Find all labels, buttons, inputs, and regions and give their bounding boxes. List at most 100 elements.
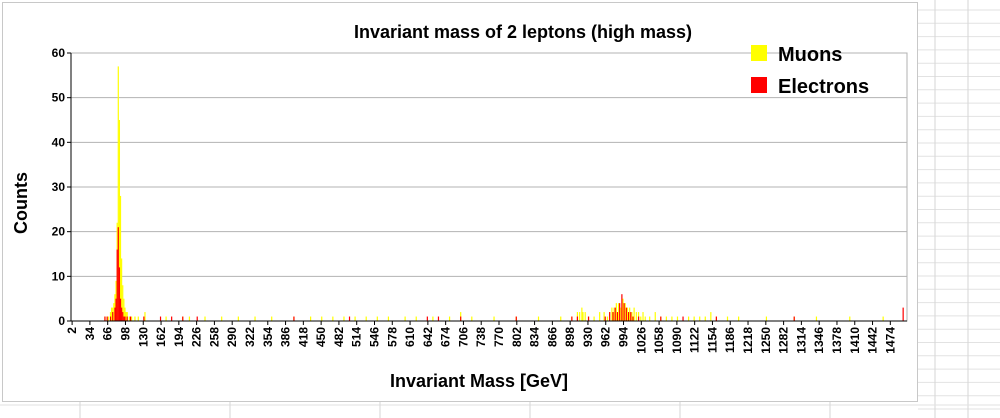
series-muons — [104, 66, 884, 322]
bar-muons — [310, 316, 312, 321]
x-tick-label: 674 — [439, 327, 453, 347]
bar-muons — [593, 316, 595, 321]
bar-muons — [144, 312, 146, 321]
bar-electrons — [614, 307, 616, 321]
x-tick-label: 2 — [65, 327, 79, 334]
bar-muons — [640, 316, 642, 321]
x-tick-label: 1474 — [883, 327, 897, 354]
x-tick-label: 1378 — [830, 327, 844, 354]
y-tick-label: 30 — [52, 180, 66, 194]
x-tick-label: 770 — [492, 327, 506, 347]
x-tick-label: 1154 — [705, 327, 719, 353]
bar-electrons — [609, 312, 611, 321]
bar-muons — [815, 316, 818, 321]
chart-area[interactable]: Invariant mass of 2 leptons (high mass) … — [2, 2, 918, 402]
bar-muons — [606, 316, 609, 321]
bar-electrons — [604, 316, 606, 321]
bar-electrons — [576, 316, 579, 321]
bar-muons — [635, 312, 637, 321]
bar-electrons — [627, 312, 630, 321]
x-tick-label: 450 — [314, 327, 328, 347]
y-axis-title: Counts — [11, 172, 31, 234]
bar-electrons — [129, 316, 132, 321]
bar-muons — [118, 120, 121, 321]
bar-muons — [117, 66, 119, 322]
bar-muons — [271, 316, 273, 321]
x-tick-label: 418 — [296, 327, 310, 347]
bar-electrons — [121, 307, 123, 321]
bar-electrons — [637, 316, 640, 321]
bar-muons — [687, 316, 690, 321]
bar-muons — [649, 316, 651, 321]
x-tick-label: 1090 — [670, 327, 684, 354]
bar-muons — [415, 316, 417, 321]
bar-muons — [617, 303, 620, 321]
bar-electrons — [124, 316, 126, 321]
bar-electrons — [660, 316, 662, 321]
bar-muons — [204, 316, 206, 321]
bar-electrons — [115, 298, 117, 321]
x-tick-label: 66 — [101, 327, 115, 341]
x-tick-label: 258 — [207, 327, 221, 347]
x-tick-label: 482 — [332, 327, 346, 347]
bar-electrons — [104, 316, 106, 321]
bar-muons — [119, 195, 122, 321]
x-tick-label: 706 — [456, 327, 470, 347]
series-electrons — [104, 227, 904, 321]
bar-muons — [332, 316, 334, 321]
x-tick-label: 1186 — [723, 327, 737, 353]
bar-muons — [125, 312, 127, 321]
bar-muons — [365, 316, 367, 321]
x-tick-label: 322 — [243, 327, 257, 347]
x-tick-label: 802 — [510, 327, 524, 347]
bar-muons — [134, 316, 136, 321]
x-tick-label: 1410 — [848, 327, 862, 354]
x-tick-label: 866 — [545, 327, 559, 347]
bar-muons — [354, 316, 356, 321]
bar-muons — [560, 316, 562, 321]
bar-muons — [237, 316, 239, 321]
x-tick-label: 226 — [190, 327, 204, 347]
bar-muons — [693, 316, 695, 321]
bar-muons — [599, 312, 601, 321]
bar-muons — [704, 316, 706, 321]
bar-muons — [710, 312, 712, 321]
bar-muons — [121, 258, 123, 321]
chart-title: Invariant mass of 2 leptons (high mass) — [354, 22, 692, 42]
bar-electrons — [293, 316, 295, 321]
x-tick-label: 898 — [563, 327, 577, 347]
bar-muons — [221, 316, 223, 321]
bar-muons — [726, 316, 729, 321]
legend-label-muons: Muons — [778, 44, 842, 66]
bar-muons — [631, 312, 633, 321]
x-tick-label: 98 — [118, 327, 132, 341]
bar-electrons — [902, 307, 904, 321]
bar-electrons — [632, 316, 634, 321]
bar-electrons — [619, 303, 621, 321]
bar-muons — [165, 316, 167, 321]
x-tick-label: 1122 — [688, 327, 702, 353]
bar-muons — [582, 312, 584, 321]
bar-muons — [343, 316, 345, 321]
bar-muons — [128, 316, 131, 321]
bar-muons — [584, 312, 586, 321]
x-tick-label: 834 — [528, 327, 542, 347]
bar-electrons — [117, 227, 119, 321]
legend-label-electrons: Electrons — [778, 76, 869, 98]
bar-muons — [387, 316, 390, 321]
x-tick-label: 290 — [225, 327, 239, 347]
x-tick-label: 546 — [367, 327, 381, 347]
bar-electrons — [571, 316, 573, 321]
bar-muons — [107, 316, 109, 321]
bar-muons — [321, 316, 323, 321]
bar-muons — [376, 316, 378, 321]
bar-electrons — [682, 316, 684, 321]
bar-electrons — [515, 316, 517, 321]
bar-electrons — [118, 267, 121, 321]
bar-muons — [644, 316, 646, 321]
bar-muons — [432, 316, 434, 321]
bar-electrons — [196, 316, 198, 321]
x-tick-label: 354 — [261, 327, 275, 347]
x-tick-label: 386 — [279, 327, 293, 347]
